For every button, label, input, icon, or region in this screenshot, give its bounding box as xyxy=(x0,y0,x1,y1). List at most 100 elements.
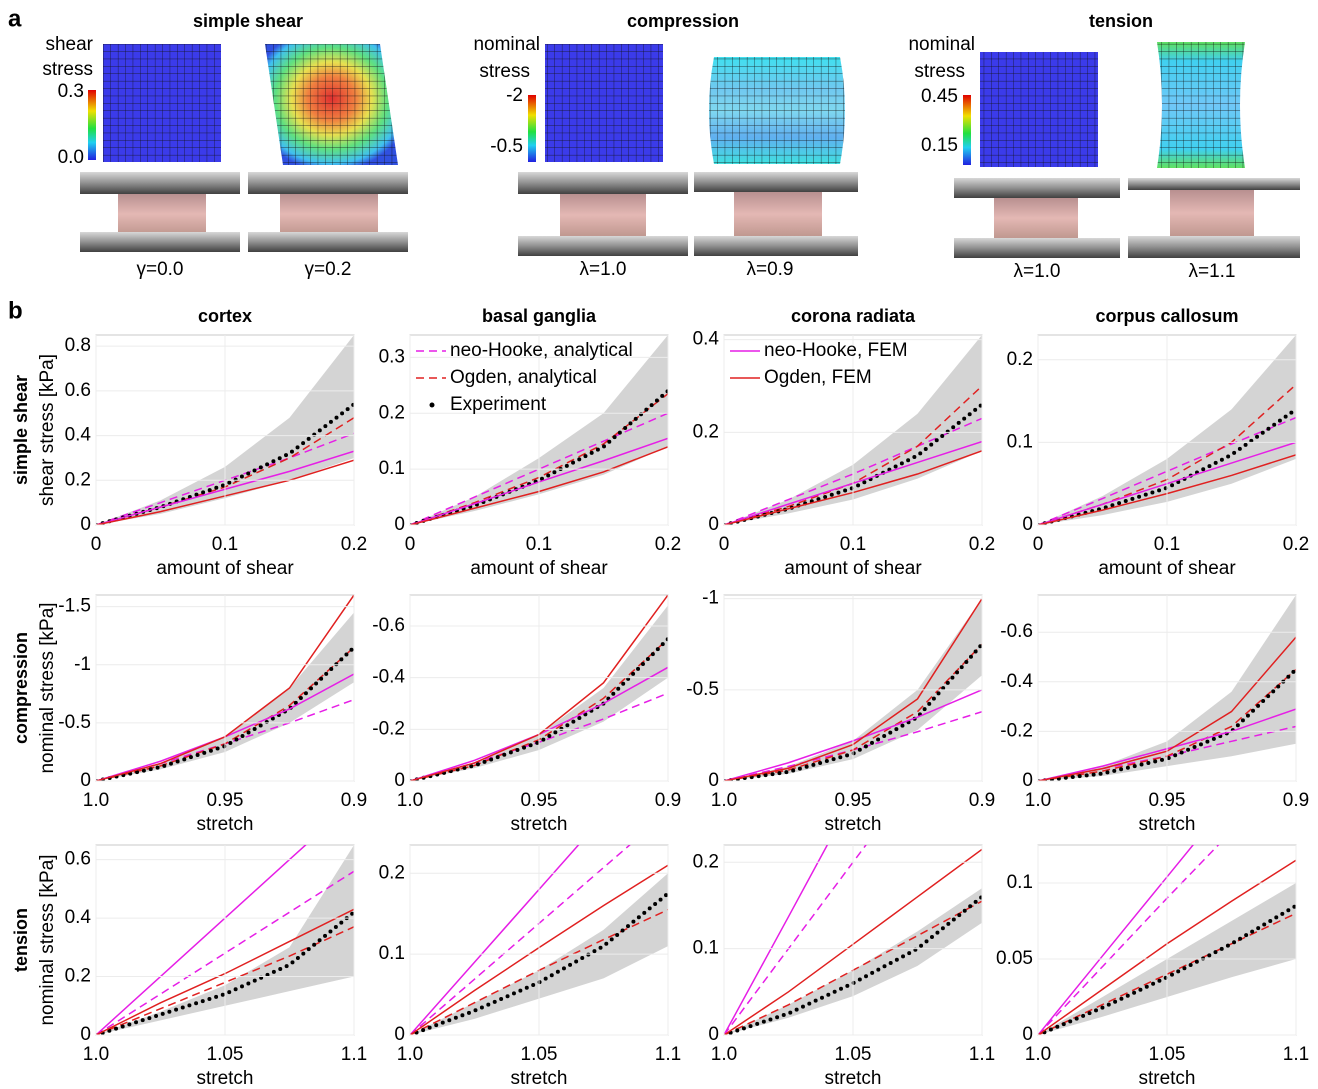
y-tick-label: 0.1 xyxy=(379,458,405,479)
y-tick-label: 0.2 xyxy=(693,851,719,872)
photo xyxy=(248,172,408,252)
y-tick-label: 0.2 xyxy=(379,402,405,423)
x-tick-label: 1.05 xyxy=(207,1044,244,1065)
x-tick-label: 1.0 xyxy=(1025,790,1051,811)
colorbar-tick: 0.45 xyxy=(921,86,958,107)
series-line xyxy=(96,926,354,1035)
series-line xyxy=(1038,416,1296,525)
colorbar xyxy=(963,95,971,165)
series-line xyxy=(1038,912,1296,1035)
caption: γ=0.0 xyxy=(136,259,183,280)
x-tick-label: 1.0 xyxy=(1025,1044,1051,1065)
y-tick-label: 0.1 xyxy=(693,938,719,959)
y-tick-label: -0.2 xyxy=(1000,720,1033,741)
chart-title: cortex xyxy=(198,306,252,326)
x-tick-label: 0.2 xyxy=(341,534,367,555)
mesh-lines xyxy=(709,57,845,164)
colorbar-tick: -0.5 xyxy=(490,136,523,157)
y-tick-label: 0.6 xyxy=(65,849,91,870)
mesh xyxy=(103,44,221,162)
row-label: tension xyxy=(11,908,31,972)
y-tick-label: 0.3 xyxy=(379,346,405,367)
y-tick-label: 0.05 xyxy=(996,948,1033,969)
panel-letter: a xyxy=(8,5,22,32)
row-label: compression xyxy=(11,632,31,744)
x-tick-label: 1.0 xyxy=(397,1044,423,1065)
photo xyxy=(954,178,1120,258)
mesh xyxy=(980,52,1098,167)
y-tick-label: 0.1 xyxy=(379,943,405,964)
colorbar-label: nominal xyxy=(908,34,975,55)
series-line xyxy=(724,845,829,1035)
x-tick-label: 0 xyxy=(719,534,730,555)
colorbar-label: stress xyxy=(914,61,965,82)
x-tick-label: 1.0 xyxy=(83,790,109,811)
x-tick-label: 1.05 xyxy=(835,1044,872,1065)
colorbar-label: nominal xyxy=(473,34,540,55)
y-tick-label: -0.5 xyxy=(58,712,91,733)
panel-letter: b xyxy=(8,297,23,324)
x-tick-label: 0.1 xyxy=(212,534,238,555)
y-tick-label: -0.4 xyxy=(1000,671,1033,692)
mesh xyxy=(545,44,663,162)
x-axis-label: stretch xyxy=(196,814,253,835)
chart-title: corona radiata xyxy=(791,306,916,326)
x-tick-label: 1.05 xyxy=(521,1044,558,1065)
caption: λ=1.0 xyxy=(579,259,626,280)
series-line xyxy=(410,412,668,525)
x-tick-label: 0.9 xyxy=(969,790,995,811)
y-tick-label: -0.5 xyxy=(686,679,719,700)
photo xyxy=(518,172,688,256)
colorbar-label: stress xyxy=(479,61,530,82)
y-tick-label: 0.2 xyxy=(1007,349,1033,370)
y-axis-label: nominal stress [kPa] xyxy=(37,602,58,773)
x-axis-label: stretch xyxy=(824,814,881,835)
y-tick-label: -0.6 xyxy=(1000,621,1033,642)
y-tick-label: -0.4 xyxy=(372,667,405,688)
y-tick-label: 0 xyxy=(708,770,719,791)
legend-label: Ogden, analytical xyxy=(450,367,597,388)
y-tick-label: -1.5 xyxy=(58,596,91,617)
y-tick-label: -0.6 xyxy=(372,615,405,636)
x-tick-label: 1.1 xyxy=(969,1044,995,1065)
x-tick-label: 0.95 xyxy=(1149,790,1186,811)
y-axis-label: nominal stress [kPa] xyxy=(37,854,58,1025)
series-line xyxy=(410,388,668,525)
panel-title: compression xyxy=(627,11,739,31)
legend-label: Experiment xyxy=(450,394,547,415)
x-axis-label: stretch xyxy=(1138,1068,1195,1089)
colorbar-tick: 0.0 xyxy=(58,147,84,168)
x-axis-label: amount of shear xyxy=(1098,558,1236,579)
y-tick-label: -1 xyxy=(702,588,719,609)
y-tick-label: 0 xyxy=(1022,514,1033,535)
x-tick-label: 0.95 xyxy=(207,790,244,811)
mesh-lines xyxy=(1157,42,1245,168)
x-tick-label: 0 xyxy=(1033,534,1044,555)
panel-title: tension xyxy=(1089,11,1153,31)
y-tick-label: 0 xyxy=(80,514,91,535)
y-tick-label: 0 xyxy=(394,770,405,791)
legend-label: Ogden, FEM xyxy=(764,367,872,388)
x-tick-label: 1.0 xyxy=(397,790,423,811)
band xyxy=(724,335,982,525)
x-tick-label: 1.05 xyxy=(1149,1044,1186,1065)
x-axis-label: stretch xyxy=(510,814,567,835)
x-axis-label: amount of shear xyxy=(784,558,922,579)
x-axis-label: stretch xyxy=(1138,814,1195,835)
chart-title: basal ganglia xyxy=(482,306,597,326)
panel-title: simple shear xyxy=(193,11,303,31)
x-tick-label: 0.2 xyxy=(1283,534,1309,555)
x-tick-label: 0.95 xyxy=(835,790,872,811)
x-tick-label: 0.1 xyxy=(1154,534,1180,555)
x-tick-label: 0 xyxy=(405,534,416,555)
y-tick-label: 0.2 xyxy=(65,469,91,490)
x-tick-label: 0.2 xyxy=(969,534,995,555)
mesh-lines xyxy=(265,44,398,165)
x-axis-label: stretch xyxy=(510,1068,567,1089)
band xyxy=(96,335,354,525)
y-tick-label: 0.2 xyxy=(693,421,719,442)
photo xyxy=(694,172,858,256)
photo xyxy=(80,172,240,252)
x-tick-label: 0 xyxy=(91,534,102,555)
